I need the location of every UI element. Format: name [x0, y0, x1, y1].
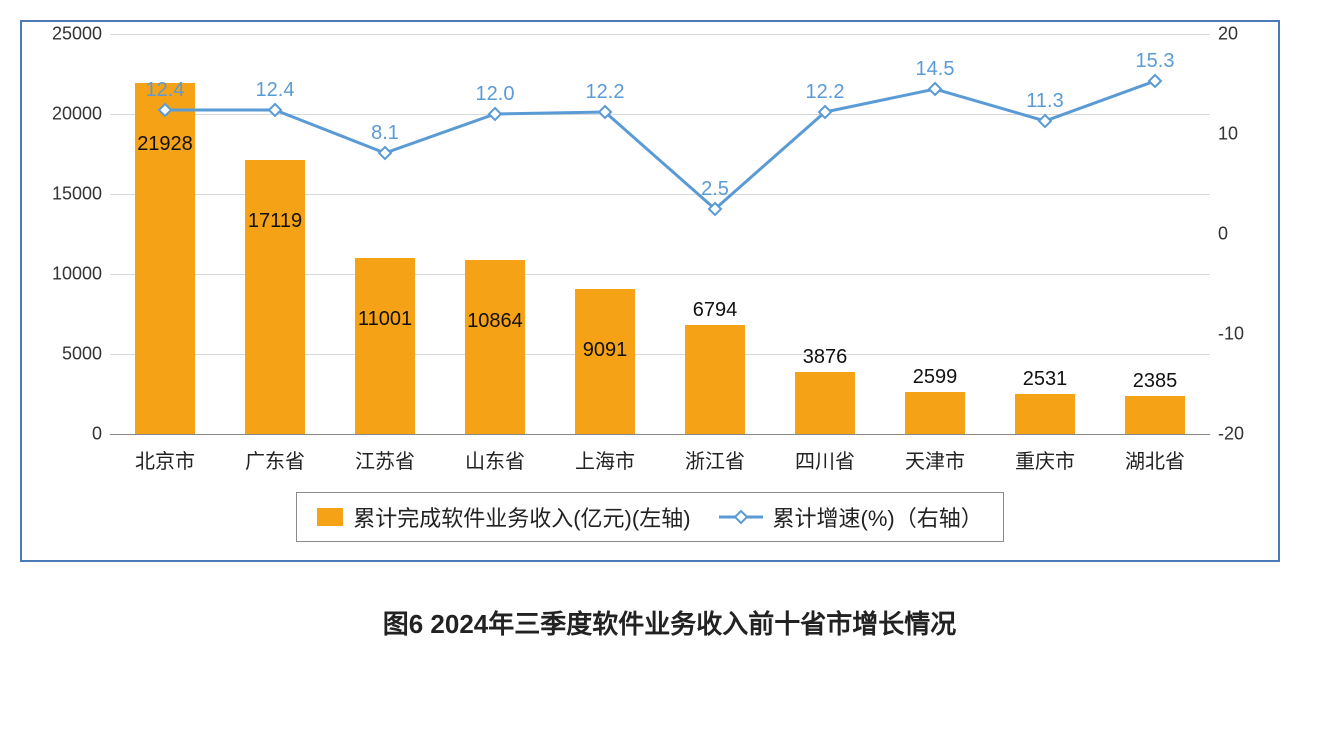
y-right-tick: 20	[1218, 24, 1260, 45]
y-right-tick: 0	[1218, 224, 1260, 245]
y-right-tick: -20	[1218, 424, 1260, 445]
y-left-tick: 5000	[40, 344, 102, 365]
y-left-tick: 20000	[40, 104, 102, 125]
legend-item-bars: 累计完成软件业务收入(亿元)(左轴)	[317, 501, 690, 533]
line-value-label: 11.3	[1026, 90, 1063, 113]
y-left-tick: 0	[40, 424, 102, 445]
x-tick-label: 江苏省	[355, 445, 415, 474]
line-swatch-icon	[719, 508, 763, 526]
x-tick-label: 浙江省	[685, 445, 745, 474]
line-value-label: 12.4	[146, 79, 185, 102]
legend-bar-label: 累计完成软件业务收入(亿元)(左轴)	[353, 501, 690, 533]
line-value-label: 12.2	[586, 81, 625, 104]
x-tick-label: 重庆市	[1015, 445, 1075, 474]
line-value-label: 8.1	[371, 122, 399, 145]
y-right-tick: 10	[1218, 124, 1260, 145]
x-tick-label: 湖北省	[1125, 445, 1185, 474]
x-tick-label: 山东省	[465, 445, 525, 474]
line-value-label: 15.3	[1136, 50, 1175, 73]
x-tick-label: 天津市	[905, 445, 965, 474]
x-tick-label: 广东省	[245, 445, 305, 474]
bar-swatch-icon	[317, 508, 343, 526]
line-value-label: 14.5	[916, 58, 955, 81]
line-value-label: 12.0	[476, 83, 515, 106]
y-right-tick: -10	[1218, 324, 1260, 345]
line-value-label: 12.4	[256, 79, 295, 102]
y-left-tick: 10000	[40, 264, 102, 285]
x-tick-label: 北京市	[135, 445, 195, 474]
line-value-label: 12.2	[806, 81, 845, 104]
legend: 累计完成软件业务收入(亿元)(左轴) 累计增速(%)（右轴）	[296, 492, 1004, 542]
chart-grid: 2192817119110011086490916794387625992531…	[110, 34, 1210, 435]
x-tick-label: 上海市	[575, 445, 635, 474]
legend-item-line: 累计增速(%)（右轴）	[719, 501, 983, 533]
x-tick-label: 四川省	[795, 445, 855, 474]
y-left-tick: 15000	[40, 184, 102, 205]
line-value-label: 2.5	[701, 178, 729, 201]
chart-caption: 图6 2024年三季度软件业务收入前十省市增长情况	[20, 604, 1319, 641]
chart-container: 2192817119110011086490916794387625992531…	[20, 20, 1280, 562]
y-left-tick: 25000	[40, 24, 102, 45]
legend-line-label: 累计增速(%)（右轴）	[773, 501, 983, 533]
plot-area: 2192817119110011086490916794387625992531…	[40, 34, 1260, 474]
